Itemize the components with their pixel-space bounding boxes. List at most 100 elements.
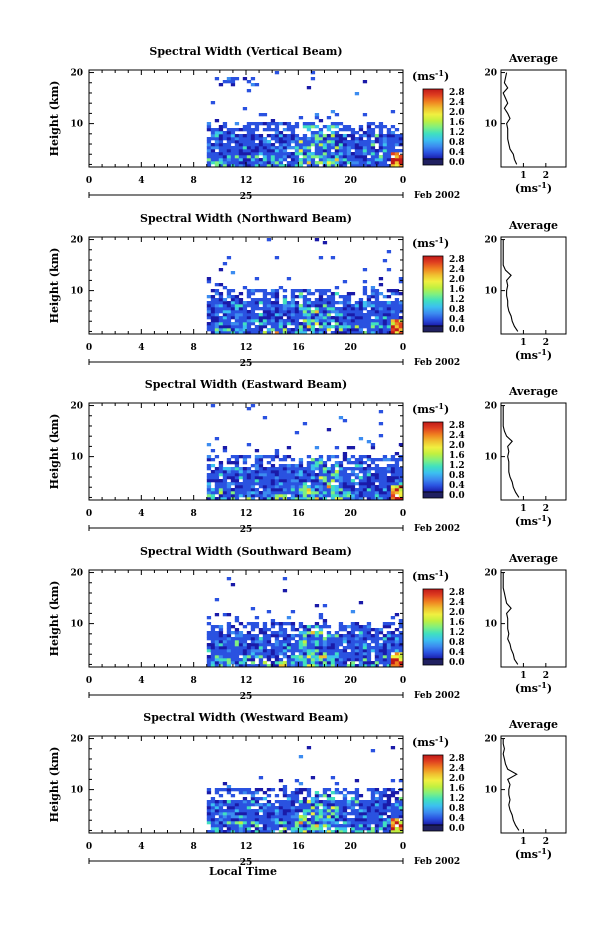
heatmap-cell [358, 313, 364, 317]
heatmap-cell [210, 625, 216, 629]
heatmap-cell [218, 485, 224, 489]
heatmap-cell [254, 494, 260, 498]
heatmap-cell [258, 803, 264, 807]
heatmap-cell [386, 158, 392, 162]
heatmap-cell [314, 316, 320, 320]
colorbar-tick-label: 0.4 [449, 148, 465, 158]
heatmap-cell [290, 800, 296, 804]
heatmap-cell [206, 806, 212, 810]
heatmap-cell [254, 289, 260, 293]
heatmap-cell [266, 328, 272, 332]
heatmap-cell [230, 809, 236, 813]
heatmap-cell [394, 613, 400, 617]
heatmap-cell [234, 322, 240, 326]
heatmap-cell [382, 304, 388, 308]
heatmap-cell [322, 473, 328, 477]
colorbar-tick-label: 2.4 [449, 764, 465, 774]
heatmap-cell [390, 655, 396, 659]
heatmap-cell [362, 152, 368, 156]
heatmap-cell [226, 149, 232, 153]
heatmap-cell [306, 827, 312, 831]
heatmap-cell [234, 812, 240, 816]
heatmap-cell [354, 152, 360, 156]
heatmap-cell [218, 637, 224, 641]
heatmap-cell [362, 322, 368, 326]
heatmap-cell [270, 815, 276, 819]
heatmap-cell [218, 164, 224, 168]
heatmap-cell [286, 806, 292, 810]
heatmap-cell [322, 313, 328, 317]
heatmap-cell [222, 155, 228, 159]
heatmap-cell [282, 827, 288, 831]
heatmap-cell [258, 491, 264, 495]
heatmap-cell [238, 328, 244, 332]
heatmap-cell [282, 298, 288, 302]
heatmap-cell [226, 131, 232, 135]
heatmap-cell [382, 152, 388, 156]
heatmap-cell [334, 316, 340, 320]
heatmap-cell [278, 458, 284, 462]
heatmap-cell [342, 488, 348, 492]
heatmap-cell [278, 485, 284, 489]
heatmap-cell [354, 830, 360, 834]
heatmap-cell [206, 122, 212, 126]
heatmap-cell [294, 164, 300, 168]
heatmap-cell [222, 161, 228, 165]
heatmap-cell [342, 824, 348, 828]
heatmap-cell [286, 128, 292, 132]
heatmap-cell [214, 473, 220, 477]
heatmap-cell [210, 146, 216, 150]
heatmap-cell [314, 830, 320, 834]
heatmap-cell [302, 488, 308, 492]
heatmap-cell [254, 149, 260, 153]
heatmap-cell [346, 134, 352, 138]
heatmap-cell [350, 830, 356, 834]
heatmap-cell [330, 310, 336, 314]
heatmap-cell [362, 824, 368, 828]
heatmap-cell [342, 304, 348, 308]
heatmap-cell [334, 455, 340, 459]
heatmap-cell [330, 131, 336, 135]
heatmap-cell [266, 155, 272, 159]
heatmap-cell [350, 655, 356, 659]
heatmap-cell [306, 791, 312, 795]
heatmap-cell [246, 152, 252, 156]
y-axis-label: Height (km) [48, 414, 61, 490]
heatmap-cell [306, 746, 312, 750]
heatmap-cell [334, 809, 340, 813]
heatmap-cell [310, 319, 316, 323]
heatmap-cell [342, 649, 348, 653]
heatmap-cell [222, 319, 228, 323]
heatmap-cell [318, 497, 324, 501]
heatmap-cell [306, 476, 312, 480]
heatmap-cell [214, 479, 220, 483]
heatmap-cell [358, 476, 364, 480]
day-label: 25 [240, 192, 253, 202]
heatmap-cell [330, 485, 336, 489]
heatmap-cell [398, 652, 404, 656]
heatmap-cell [378, 146, 384, 150]
heatmap-cell [262, 304, 268, 308]
heatmap-cell [306, 643, 312, 647]
heatmap-cell [314, 467, 320, 471]
heatmap-cell [226, 818, 232, 822]
heatmap-cell [290, 134, 296, 138]
heatmap-cell [318, 491, 324, 495]
heatmap-cell [282, 128, 288, 132]
heatmap-cell [290, 161, 296, 165]
heatmap-cell [238, 137, 244, 141]
heatmap-cell [302, 625, 308, 629]
heatmap-cell [370, 664, 376, 668]
heatmap-cell [222, 640, 228, 644]
heatmap-cell [350, 164, 356, 168]
heatmap-cell [342, 161, 348, 165]
heatmap-cell [234, 637, 240, 641]
heatmap-cell [326, 479, 332, 483]
heatmap-cell [210, 812, 216, 816]
heatmap-cell [350, 158, 356, 162]
heatmap-cell [342, 325, 348, 329]
heatmap-cell [398, 292, 404, 296]
heatmap-cell [302, 298, 308, 302]
heatmap-cell [334, 158, 340, 162]
